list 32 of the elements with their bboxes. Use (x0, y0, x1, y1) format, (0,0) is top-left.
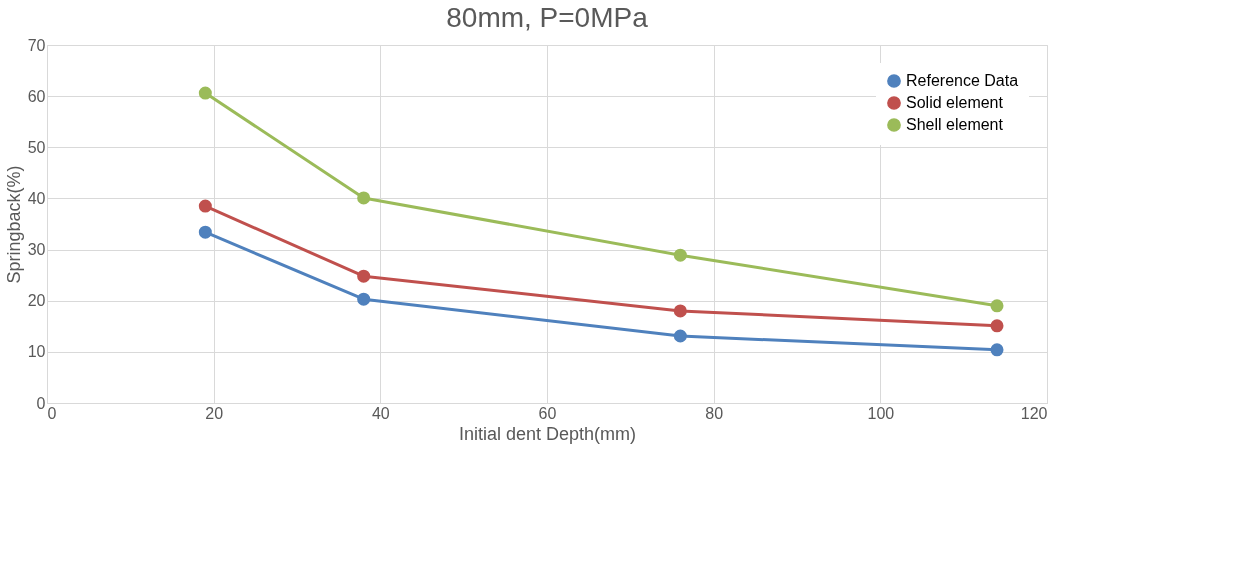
legend-label: Solid element (906, 94, 1004, 111)
x-tick-label: 60 (538, 404, 557, 422)
point (198, 86, 212, 100)
y-tick-label: 70 (27, 36, 46, 54)
y-axis-title: Springback(%) (3, 165, 24, 284)
point (357, 292, 371, 306)
chart-title: 80mm, P=0MPa (446, 2, 649, 33)
point (673, 248, 687, 262)
x-tick-label: 40 (371, 404, 390, 422)
point (990, 343, 1004, 357)
y-tick-label: 60 (27, 87, 46, 105)
legend-label: Shell element (906, 116, 1004, 133)
point (357, 269, 371, 283)
x-tick-label: 80 (705, 404, 724, 422)
point (198, 225, 212, 239)
y-tick-label: 50 (27, 138, 46, 156)
legend-label: Reference Data (906, 72, 1019, 89)
point (198, 199, 212, 213)
point (990, 299, 1004, 313)
x-tick-label: 0 (47, 404, 57, 422)
point (357, 191, 371, 205)
point (990, 319, 1004, 333)
x-axis-title: Initial dent Depth(mm) (458, 423, 637, 444)
x-tick-label: 20 (205, 404, 224, 422)
point (673, 329, 687, 343)
point (673, 304, 687, 318)
y-tick-label: 20 (27, 292, 46, 310)
x-tick-label: 120 (1020, 404, 1048, 422)
y-tick-label: 30 (27, 241, 46, 259)
x-tick-label: 100 (867, 404, 895, 422)
y-tick-label: 10 (27, 343, 46, 361)
y-tick-label: 40 (27, 189, 46, 207)
